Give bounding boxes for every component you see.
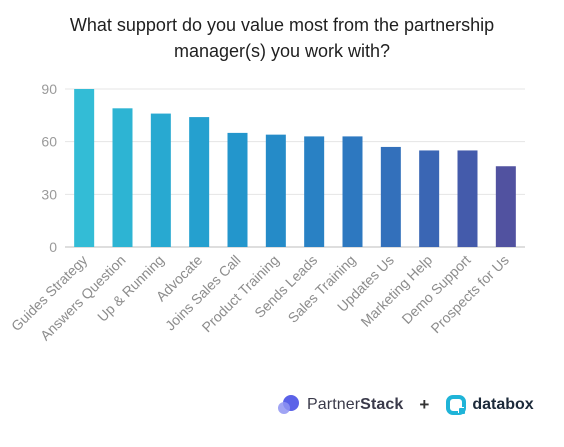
- y-tick-label: 60: [41, 134, 57, 150]
- databox-logo: databox: [445, 394, 534, 416]
- y-tick-label: 90: [41, 81, 57, 97]
- y-tick-label: 30: [41, 186, 57, 202]
- bar: [495, 166, 516, 247]
- bar: [265, 134, 286, 247]
- chart-title-line-1: What support do you value most from the …: [69, 15, 495, 35]
- chart-title: What support do you value most from the …: [0, 12, 564, 64]
- databox-icon: [446, 395, 467, 415]
- bar: [74, 89, 95, 247]
- databox-name: databox: [472, 396, 534, 413]
- x-tick-label: Up & Running: [94, 252, 167, 325]
- footer-logos: PartnerStack + databox: [276, 392, 534, 418]
- partnerstack-icon: [278, 395, 299, 414]
- partnerstack-suffix: Stack: [360, 396, 404, 413]
- partnerstack-logo: PartnerStack: [276, 393, 403, 417]
- bar: [189, 117, 210, 247]
- bar: [150, 113, 171, 247]
- y-axis: 0 30 60 90: [41, 81, 57, 255]
- bar: [112, 108, 133, 247]
- partnerstack-prefix: Partner: [307, 396, 361, 413]
- bar: [457, 150, 478, 247]
- bar: [227, 132, 248, 247]
- bar: [380, 146, 401, 247]
- chart-title-line-2: manager(s) you work with?: [173, 41, 391, 61]
- gridlines: [65, 88, 525, 248]
- y-tick-label: 0: [49, 239, 57, 255]
- bar: [419, 150, 440, 247]
- bars: [74, 89, 516, 247]
- bar: [304, 136, 325, 247]
- bar: [342, 136, 363, 247]
- plus-sign: +: [419, 395, 430, 414]
